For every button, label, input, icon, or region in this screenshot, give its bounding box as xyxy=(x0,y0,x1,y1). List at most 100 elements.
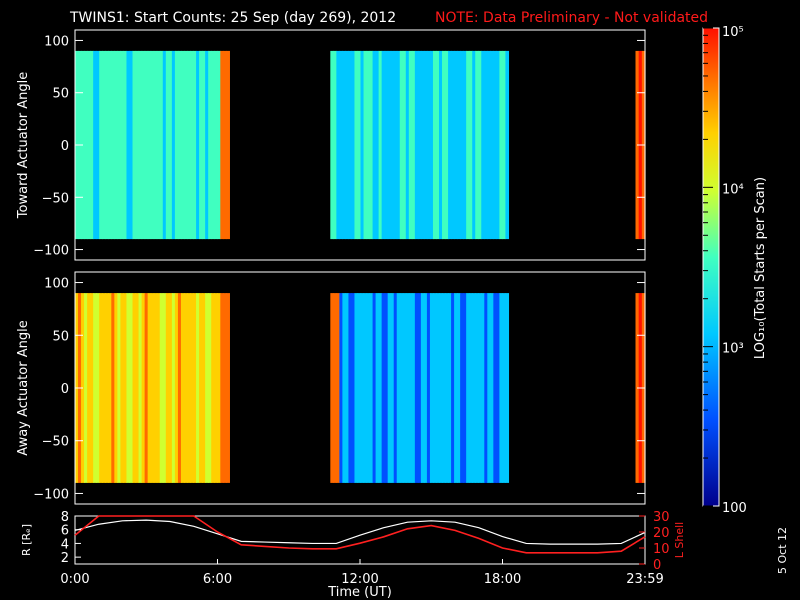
heatmap-cell xyxy=(384,293,389,483)
heatmap-cell xyxy=(426,293,431,483)
heatmap-cell xyxy=(435,293,440,483)
heatmap-cell xyxy=(226,293,230,483)
heatmap-cell xyxy=(132,293,137,483)
heatmap-cell xyxy=(126,50,131,240)
heatmap-cell xyxy=(96,50,100,240)
heatmap-cell xyxy=(190,293,194,483)
colorbar: 10⁵ 10⁴ 10³ 100 LOG₁₀(Total Starts per Scan… xyxy=(702,25,768,516)
heatmap-cell xyxy=(390,50,395,240)
heatmap-cell xyxy=(472,50,476,240)
heatmap-cell xyxy=(381,50,386,240)
heatmap-cell xyxy=(363,293,368,483)
heatmap-cell xyxy=(496,50,500,240)
heatmap-cell xyxy=(463,293,467,483)
heatmap-cell xyxy=(423,293,428,483)
orbit-xtick-label: 18:00 xyxy=(484,572,521,587)
heatmap-cell xyxy=(345,293,350,483)
orbit-ytick-label: 4 xyxy=(61,537,69,552)
heatmap-cell xyxy=(345,50,350,240)
heatmap-cell xyxy=(390,293,395,483)
heatmap-cell xyxy=(387,50,392,240)
orbit-xtick-label: 0:00 xyxy=(60,572,89,587)
heatmap-cell xyxy=(105,293,109,483)
chart-title: TWINS1: Start Counts: 25 Sep (day 269), … xyxy=(69,10,396,26)
orbit-ylabel: R [Rₑ] xyxy=(20,524,33,556)
heatmap-cell xyxy=(108,293,112,483)
heatmap-cell xyxy=(171,293,176,483)
heatmap-cell xyxy=(208,50,212,240)
heatmap-cell xyxy=(372,50,377,240)
heatmap-cell xyxy=(420,293,425,483)
heatmap-cell xyxy=(217,293,221,483)
heatmap-cell xyxy=(156,293,161,483)
heatmap-cell xyxy=(220,293,224,483)
heatmap-cell xyxy=(217,50,221,240)
heatmap-cell xyxy=(396,293,401,483)
heatmap-cell xyxy=(193,50,197,240)
heatmap-cell xyxy=(177,293,182,483)
heatmap-cell xyxy=(408,293,413,483)
heatmap-cell xyxy=(339,293,343,483)
heatmap-cell xyxy=(435,50,440,240)
heatmap-cell xyxy=(402,50,407,240)
heatmap-cell xyxy=(481,50,485,240)
heatmap-cell xyxy=(120,50,125,240)
heatmap-cell xyxy=(466,50,470,240)
heatmap-cell xyxy=(414,50,419,240)
heatmap-cell xyxy=(336,293,340,483)
orbit-y2tick-label: 0 xyxy=(653,558,661,573)
colorbar-ticks: 10⁵ 10⁴ 10³ 100 xyxy=(703,25,747,516)
heatmap-cell xyxy=(360,50,365,240)
heatmap-cell xyxy=(502,293,507,483)
heatmap-cell xyxy=(463,50,467,240)
heatmap-cell xyxy=(399,50,404,240)
heatmap-cell xyxy=(429,50,434,240)
heatmap-cell xyxy=(150,50,155,240)
heatmap-cell xyxy=(111,293,115,483)
orbit-xlabel: Time (UT) xyxy=(327,585,392,600)
heatmap-cell xyxy=(165,293,170,483)
heatmap-cell xyxy=(211,50,215,240)
heatmap-cell xyxy=(99,50,103,240)
heatmap-cell xyxy=(162,293,167,483)
heatmap-cell xyxy=(460,50,464,240)
colorbar-label: LOG₁₀(Total Starts per Scan) xyxy=(753,177,768,359)
heatmap-cell xyxy=(378,293,383,483)
heatmap-cell xyxy=(448,293,452,483)
heatmap-cell xyxy=(351,293,356,483)
heatmap-cell xyxy=(478,50,482,240)
heatmap-cell xyxy=(454,293,458,483)
heatmap-cell xyxy=(330,50,334,240)
heatmap-cell xyxy=(144,50,149,240)
orbit-y2label: L Shell xyxy=(673,522,686,558)
heatmap-cell xyxy=(384,50,389,240)
heatmap-cell xyxy=(199,50,203,240)
heatmap-cell xyxy=(417,293,422,483)
heatmap-cell xyxy=(117,50,122,240)
heatmap-cell xyxy=(336,50,340,240)
heatmap-cell xyxy=(487,50,491,240)
heatmap-cell xyxy=(196,293,200,483)
heatmap-cell xyxy=(205,293,209,483)
heatmap-cell xyxy=(354,293,359,483)
heatmap-cell xyxy=(180,293,185,483)
orbit-xtick-label: 6:00 xyxy=(203,572,232,587)
heatmap-cell xyxy=(469,293,473,483)
heatmap-cell xyxy=(423,50,428,240)
heatmap-cell xyxy=(84,50,88,240)
heatmap-cell xyxy=(426,50,431,240)
heatmap-cell xyxy=(147,50,152,240)
heatmap-cell xyxy=(183,293,188,483)
heatmap-cell xyxy=(438,293,443,483)
heatmap-cell xyxy=(442,293,446,483)
heatmap-cell xyxy=(168,50,173,240)
heatmap-cell xyxy=(84,293,88,483)
heatmap-cell xyxy=(432,293,437,483)
heatmap-cell xyxy=(438,50,443,240)
toward-yticks: 100 50 0 −50 −100 xyxy=(33,34,645,259)
heatmap-cell xyxy=(484,50,488,240)
heatmap-cell xyxy=(366,293,371,483)
